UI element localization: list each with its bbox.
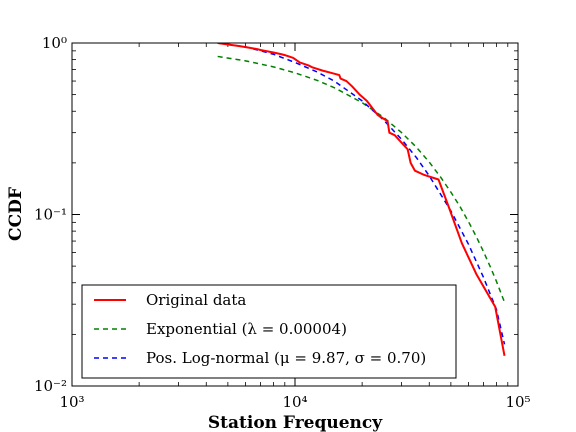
legend-label-original: Original data (146, 291, 246, 309)
y-tick-label: 10⁻¹ (34, 206, 67, 224)
y-tick-label: 10⁰ (42, 34, 67, 52)
legend-label-lognormal: Pos. Log-normal (μ = 9.87, σ = 0.70) (146, 349, 426, 367)
y-tick-label: 10⁻² (34, 377, 67, 395)
legend-label-exponential: Exponential (λ = 0.00004) (146, 320, 347, 338)
original-data-line (217, 43, 506, 356)
tick-labels-group: 10³ 10⁴ 10⁵ 10⁻² 10⁻¹ 10⁰ (34, 34, 531, 411)
x-tick-label: 10³ (59, 393, 84, 411)
plot-frame (71, 42, 519, 387)
x-tick-label: 10⁴ (282, 393, 307, 411)
x-tick-label: 10⁵ (505, 393, 530, 411)
exponential-fit-line (217, 55, 506, 303)
legend: Original data Exponential (λ = 0.00004) … (81, 284, 457, 379)
y-axis-title: CCDF (6, 187, 26, 241)
series-group (217, 43, 506, 356)
legend-box (81, 284, 457, 379)
lognormal-fit-line (217, 43, 506, 345)
x-axis-title: Station Frequency (208, 413, 383, 432)
